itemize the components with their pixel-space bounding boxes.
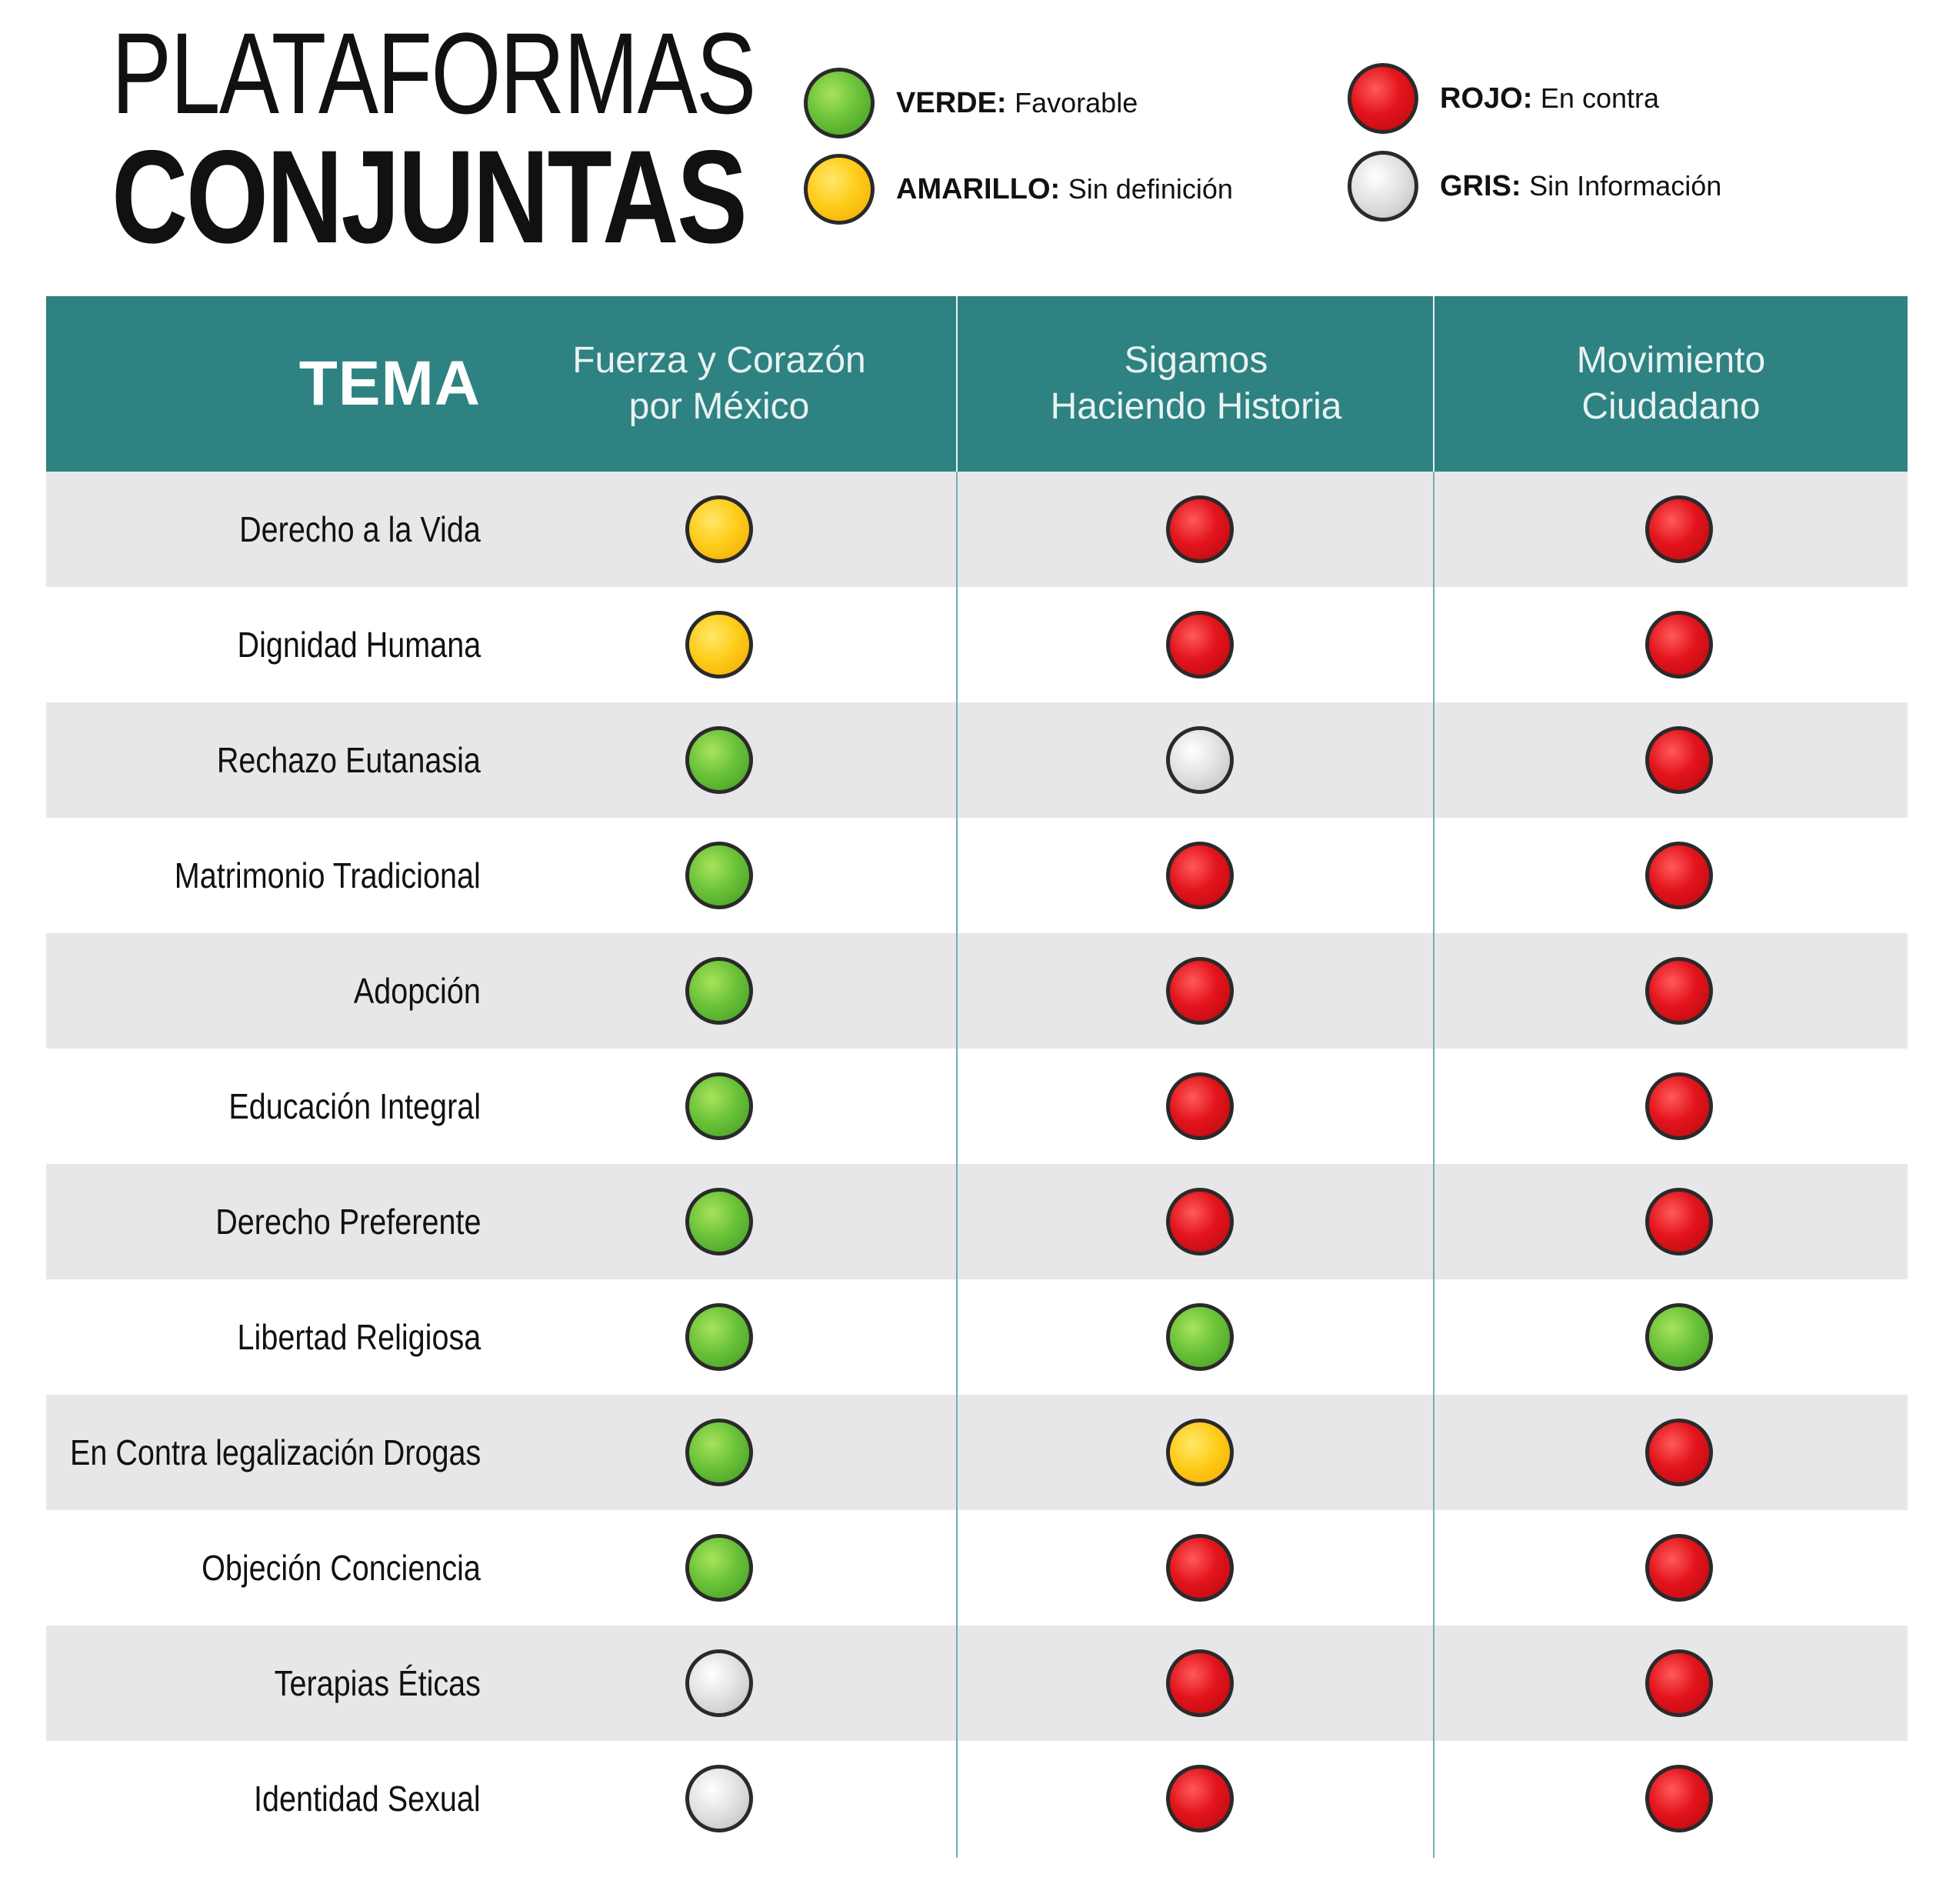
green-status-dot-icon bbox=[685, 1303, 753, 1371]
row-topic: Derecho a la Vida bbox=[46, 472, 481, 587]
table-row bbox=[46, 472, 1908, 587]
gray-status-dot-icon bbox=[1166, 726, 1234, 794]
red-status-dot-icon bbox=[1645, 726, 1713, 794]
yellow-status-dot-icon bbox=[685, 611, 753, 679]
gray-dot-icon bbox=[1348, 151, 1418, 222]
row-topic-text: Derecho Preferente bbox=[215, 1202, 481, 1242]
column-header-movimiento: Movimiento Ciudadano bbox=[1435, 296, 1908, 472]
legend-key: VERDE: bbox=[896, 86, 1007, 119]
red-status-dot-icon bbox=[1645, 1188, 1713, 1255]
table-row bbox=[46, 702, 1908, 818]
red-status-dot-icon bbox=[1645, 1649, 1713, 1717]
red-status-dot-icon bbox=[1645, 1765, 1713, 1832]
green-status-dot-icon bbox=[1166, 1303, 1234, 1371]
red-status-dot-icon bbox=[1166, 1188, 1234, 1255]
legend-item-verde: VERDE: Favorable bbox=[804, 68, 1138, 138]
green-status-dot-icon bbox=[685, 726, 753, 794]
row-topic-text: Adopción bbox=[354, 971, 481, 1011]
row-topic: Matrimonio Tradicional bbox=[46, 818, 481, 933]
legend-item-amarillo: AMARILLO: Sin definición bbox=[804, 154, 1233, 225]
row-topic: Derecho Preferente bbox=[46, 1164, 481, 1279]
page-title-line2: CONJUNTAS bbox=[112, 123, 748, 271]
column-header-line: Ciudadano bbox=[1581, 386, 1761, 427]
row-topic-text: Objeción Conciencia bbox=[202, 1548, 481, 1588]
page-title-line1: PLATAFORMAS bbox=[112, 8, 756, 138]
legend-desc: Sin Información bbox=[1529, 169, 1722, 202]
legend-desc: En contra bbox=[1540, 82, 1660, 114]
green-status-dot-icon bbox=[685, 1419, 753, 1486]
row-topic: Identidad Sexual bbox=[46, 1741, 481, 1856]
row-topic: Libertad Religiosa bbox=[46, 1279, 481, 1395]
row-topic-text: Dignidad Humana bbox=[237, 625, 481, 665]
red-dot-icon bbox=[1348, 63, 1418, 134]
red-status-dot-icon bbox=[1166, 842, 1234, 909]
red-status-dot-icon bbox=[1645, 957, 1713, 1025]
red-status-dot-icon bbox=[1645, 1072, 1713, 1140]
legend-key: AMARILLO: bbox=[896, 172, 1061, 205]
row-topic: Objeción Conciencia bbox=[46, 1510, 481, 1626]
row-topic-text: Identidad Sexual bbox=[254, 1779, 481, 1819]
green-status-dot-icon bbox=[685, 1534, 753, 1602]
legend-key: ROJO: bbox=[1440, 82, 1533, 115]
red-status-dot-icon bbox=[1166, 611, 1234, 679]
red-status-dot-icon bbox=[1645, 611, 1713, 679]
row-topic-text: Educación Integral bbox=[228, 1086, 481, 1126]
red-status-dot-icon bbox=[1645, 495, 1713, 563]
legend-desc: Sin definición bbox=[1068, 172, 1233, 205]
row-topic-text: Derecho a la Vida bbox=[239, 509, 481, 549]
row-topic: Educación Integral bbox=[46, 1049, 481, 1164]
green-dot-icon bbox=[804, 68, 875, 138]
red-status-dot-icon bbox=[1645, 1534, 1713, 1602]
row-topic-text: Rechazo Eutanasia bbox=[216, 740, 481, 780]
row-topic: En Contra legalización Drogas bbox=[46, 1395, 481, 1510]
column-header-line: Haciendo Historia bbox=[1050, 386, 1342, 427]
column-divider bbox=[1433, 296, 1435, 1858]
table-row bbox=[46, 1626, 1908, 1741]
legend-key: GRIS: bbox=[1440, 169, 1521, 202]
row-topic-text: Matrimonio Tradicional bbox=[175, 855, 481, 895]
red-status-dot-icon bbox=[1166, 1765, 1234, 1832]
red-status-dot-icon bbox=[1166, 1072, 1234, 1140]
yellow-status-dot-icon bbox=[685, 495, 753, 563]
table-row bbox=[46, 1164, 1908, 1279]
red-status-dot-icon bbox=[1166, 957, 1234, 1025]
red-status-dot-icon bbox=[1166, 1534, 1234, 1602]
row-topic-text: Libertad Religiosa bbox=[237, 1317, 481, 1357]
yellow-status-dot-icon bbox=[1166, 1419, 1234, 1486]
row-topic-text: Terapias Éticas bbox=[274, 1663, 481, 1703]
legend-item-gris: GRIS: Sin Información bbox=[1348, 151, 1721, 222]
column-header-line: Sigamos bbox=[1124, 340, 1268, 381]
green-status-dot-icon bbox=[1645, 1303, 1713, 1371]
tema-header: TEMA bbox=[298, 348, 481, 418]
header-divider bbox=[1433, 296, 1435, 472]
yellow-dot-icon bbox=[804, 154, 875, 225]
gray-status-dot-icon bbox=[685, 1649, 753, 1717]
column-header-sigamos: Sigamos Haciendo Historia bbox=[958, 296, 1435, 472]
green-status-dot-icon bbox=[685, 1188, 753, 1255]
green-status-dot-icon bbox=[685, 957, 753, 1025]
row-topic: Rechazo Eutanasia bbox=[46, 702, 481, 818]
red-status-dot-icon bbox=[1166, 1649, 1234, 1717]
row-topic-text: En Contra legalización Drogas bbox=[69, 1432, 481, 1472]
row-topic: Adopción bbox=[46, 933, 481, 1049]
gray-status-dot-icon bbox=[685, 1765, 753, 1832]
header-divider bbox=[956, 296, 958, 472]
green-status-dot-icon bbox=[685, 842, 753, 909]
red-status-dot-icon bbox=[1645, 842, 1713, 909]
table-row bbox=[46, 933, 1908, 1049]
red-status-dot-icon bbox=[1166, 495, 1234, 563]
row-topic: Terapias Éticas bbox=[46, 1626, 481, 1741]
green-status-dot-icon bbox=[685, 1072, 753, 1140]
red-status-dot-icon bbox=[1645, 1419, 1713, 1486]
legend-item-rojo: ROJO: En contra bbox=[1348, 63, 1659, 134]
column-header-line: Movimiento bbox=[1576, 340, 1766, 381]
column-header-line: Fuerza y Corazón bbox=[572, 340, 866, 381]
legend-desc: Favorable bbox=[1015, 86, 1138, 118]
column-header-line: por México bbox=[628, 386, 810, 427]
table-header bbox=[46, 296, 1908, 472]
column-divider bbox=[956, 296, 958, 1858]
table-row bbox=[46, 1395, 1908, 1510]
column-header-fuerza: Fuerza y Corazón por México bbox=[481, 296, 958, 472]
row-topic: Dignidad Humana bbox=[46, 587, 481, 702]
